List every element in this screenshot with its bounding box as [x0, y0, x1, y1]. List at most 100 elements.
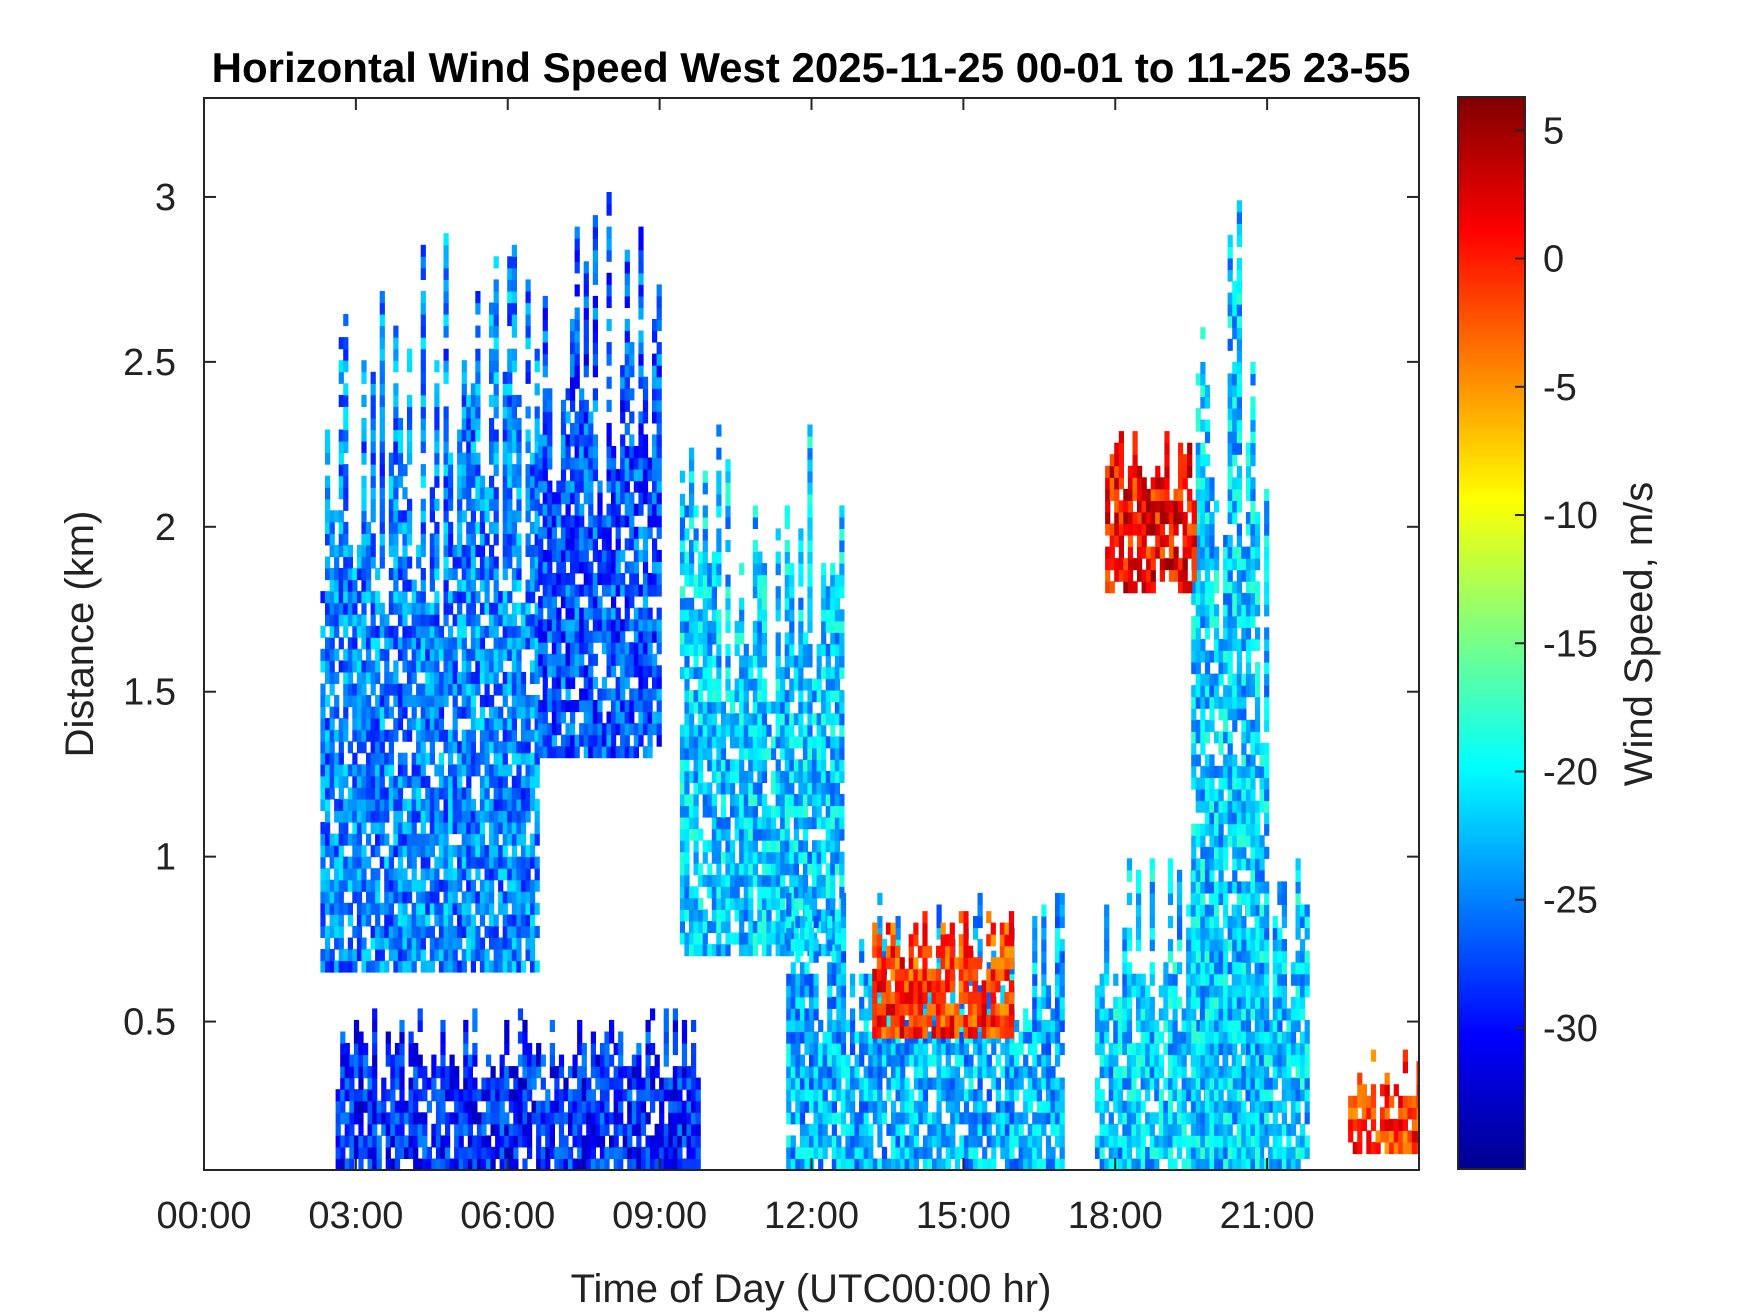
heatmap-cell — [513, 1123, 519, 1136]
heatmap-cell — [452, 718, 458, 731]
heatmap-cell — [831, 1112, 837, 1125]
heatmap-cell — [484, 602, 490, 615]
heatmap-cell — [886, 1019, 892, 1032]
heatmap-cell — [922, 1066, 929, 1079]
heatmap-cell — [798, 840, 804, 853]
heatmap-cell — [520, 914, 527, 927]
heatmap-cell — [493, 325, 499, 338]
heatmap-cell — [579, 653, 585, 666]
heatmap-cell — [542, 388, 548, 401]
heatmap-cell — [743, 736, 749, 749]
heatmap-cell — [547, 653, 553, 666]
heatmap-cell — [784, 574, 790, 587]
heatmap-cell — [574, 353, 580, 366]
heatmap-cell — [577, 1135, 583, 1148]
heatmap-cell — [484, 510, 490, 523]
heatmap-cell — [527, 1123, 533, 1136]
heatmap-cell — [329, 660, 335, 673]
heatmap-cell — [836, 1158, 842, 1170]
heatmap-cell — [895, 1077, 901, 1090]
heatmap-cell — [429, 487, 435, 500]
heatmap-cell — [739, 609, 745, 622]
heatmap-cell — [343, 568, 349, 581]
heatmap-cell — [784, 724, 790, 737]
heatmap-cell — [466, 925, 472, 938]
heatmap-cell — [438, 902, 445, 915]
heatmap-cell — [799, 1054, 806, 1067]
heatmap-cell — [551, 642, 557, 655]
heatmap-cell — [393, 718, 399, 731]
heatmap-cell — [361, 718, 367, 731]
heatmap-cell — [467, 1089, 473, 1102]
heatmap-cell — [941, 1066, 947, 1079]
heatmap-cell — [615, 711, 621, 724]
heatmap-cell — [574, 469, 580, 482]
heatmap-cell — [761, 874, 768, 887]
heatmap-cell — [793, 932, 799, 945]
heatmap-cell — [821, 794, 827, 807]
heatmap-cell — [551, 492, 557, 505]
heatmap-cell — [807, 921, 813, 934]
heatmap-cell — [647, 734, 653, 747]
heatmap-cell — [839, 886, 845, 899]
heatmap-cell — [420, 256, 426, 269]
heatmap-cell — [361, 902, 367, 915]
heatmap-cell — [959, 1089, 965, 1102]
heatmap-cell — [689, 701, 695, 714]
heatmap-cell — [918, 1100, 924, 1113]
heatmap-cell — [812, 863, 818, 876]
heatmap-cell — [551, 538, 557, 551]
heatmap-cell — [881, 1066, 888, 1079]
heatmap-cell — [475, 360, 481, 373]
heatmap-cell — [425, 856, 431, 869]
heatmap-cell — [334, 579, 340, 592]
heatmap-cell — [402, 706, 408, 719]
heatmap-cell — [799, 996, 806, 1009]
heatmap-cell — [420, 822, 426, 835]
heatmap-cell — [338, 614, 344, 627]
heatmap-cell — [481, 1112, 487, 1125]
heatmap-cell — [693, 886, 699, 899]
heatmap-cell — [807, 724, 813, 737]
heatmap-cell — [802, 805, 809, 818]
heatmap-cell — [416, 764, 422, 777]
heatmap-cell — [484, 879, 490, 892]
heatmap-cell — [413, 1100, 419, 1113]
heatmap-cell — [361, 729, 367, 742]
heatmap-cell — [499, 1146, 505, 1159]
heatmap-cell — [570, 492, 576, 505]
heatmap-cell — [624, 746, 630, 759]
heatmap-cell — [968, 1146, 974, 1159]
heatmap-cell — [565, 665, 571, 678]
heatmap-cell — [592, 630, 598, 643]
heatmap-cell — [516, 695, 522, 708]
heatmap-cell — [366, 902, 372, 915]
heatmap-cell — [574, 284, 580, 297]
heatmap-cell — [370, 591, 376, 604]
heatmap-cell — [606, 630, 612, 643]
heatmap-cell — [654, 1054, 660, 1067]
heatmap-cell — [470, 464, 476, 477]
heatmap-cell — [429, 787, 435, 800]
heatmap-cell — [583, 353, 589, 366]
heatmap-cell — [493, 937, 499, 950]
heatmap-cell — [563, 1077, 569, 1090]
heatmap-cell — [448, 914, 454, 927]
heatmap-cell — [429, 602, 435, 615]
heatmap-cell — [343, 822, 349, 835]
heatmap-cell — [711, 828, 717, 841]
heatmap-cell — [711, 655, 717, 668]
heatmap-cell — [452, 741, 458, 754]
heatmap-cell — [388, 764, 394, 777]
heatmap-cell — [463, 1043, 469, 1056]
heatmap-cell — [504, 1135, 510, 1148]
heatmap-cell — [638, 619, 644, 632]
heatmap-cell — [511, 648, 517, 661]
heatmap-cell — [384, 660, 390, 673]
heatmap-cell — [568, 1066, 574, 1079]
heatmap-cell — [394, 1077, 401, 1090]
heatmap-cell — [338, 810, 344, 823]
heatmap-cell — [443, 244, 449, 257]
heatmap-cell — [484, 741, 490, 754]
heatmap-cell — [825, 586, 831, 599]
